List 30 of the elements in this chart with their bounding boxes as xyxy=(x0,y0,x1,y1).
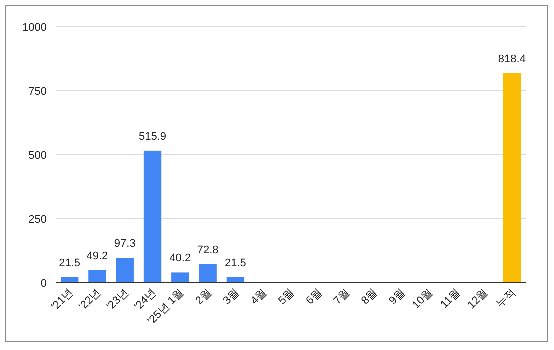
x-tick-label: 4월 xyxy=(248,286,270,308)
x-tick-label: 2월 xyxy=(194,286,214,308)
bar xyxy=(116,258,134,283)
x-tick-label: 3월 xyxy=(221,286,242,308)
x-tick-label: 7월 xyxy=(332,286,352,308)
bar xyxy=(172,272,190,283)
bar xyxy=(60,277,79,283)
data-label: 515.9 xyxy=(139,130,167,143)
x-tick-label: 6월 xyxy=(304,286,325,308)
y-tick-label: 0 xyxy=(40,278,47,290)
data-label: 21.5 xyxy=(59,257,81,270)
data-label: 818.4 xyxy=(498,53,526,66)
data-label: 49.2 xyxy=(86,250,108,262)
bar xyxy=(199,264,217,283)
x-tick-label: 누적 xyxy=(494,286,518,311)
data-label: 72.8 xyxy=(197,244,219,256)
x-tick-label: 9월 xyxy=(387,286,408,308)
bar xyxy=(88,270,106,283)
bar xyxy=(144,150,162,283)
x-tick-label: 5월 xyxy=(276,286,298,308)
y-tick-label: 750 xyxy=(28,86,47,98)
data-label: 40.2 xyxy=(170,252,192,265)
y-tick-label: 250 xyxy=(28,214,47,226)
bar xyxy=(226,277,245,283)
y-tick-label: 500 xyxy=(28,150,47,162)
y-tick-label: 1000 xyxy=(22,22,47,34)
data-label: 21.5 xyxy=(224,257,246,270)
bar xyxy=(503,73,522,283)
x-tick-label: 8월 xyxy=(359,286,380,308)
data-label: 97.3 xyxy=(114,238,136,250)
